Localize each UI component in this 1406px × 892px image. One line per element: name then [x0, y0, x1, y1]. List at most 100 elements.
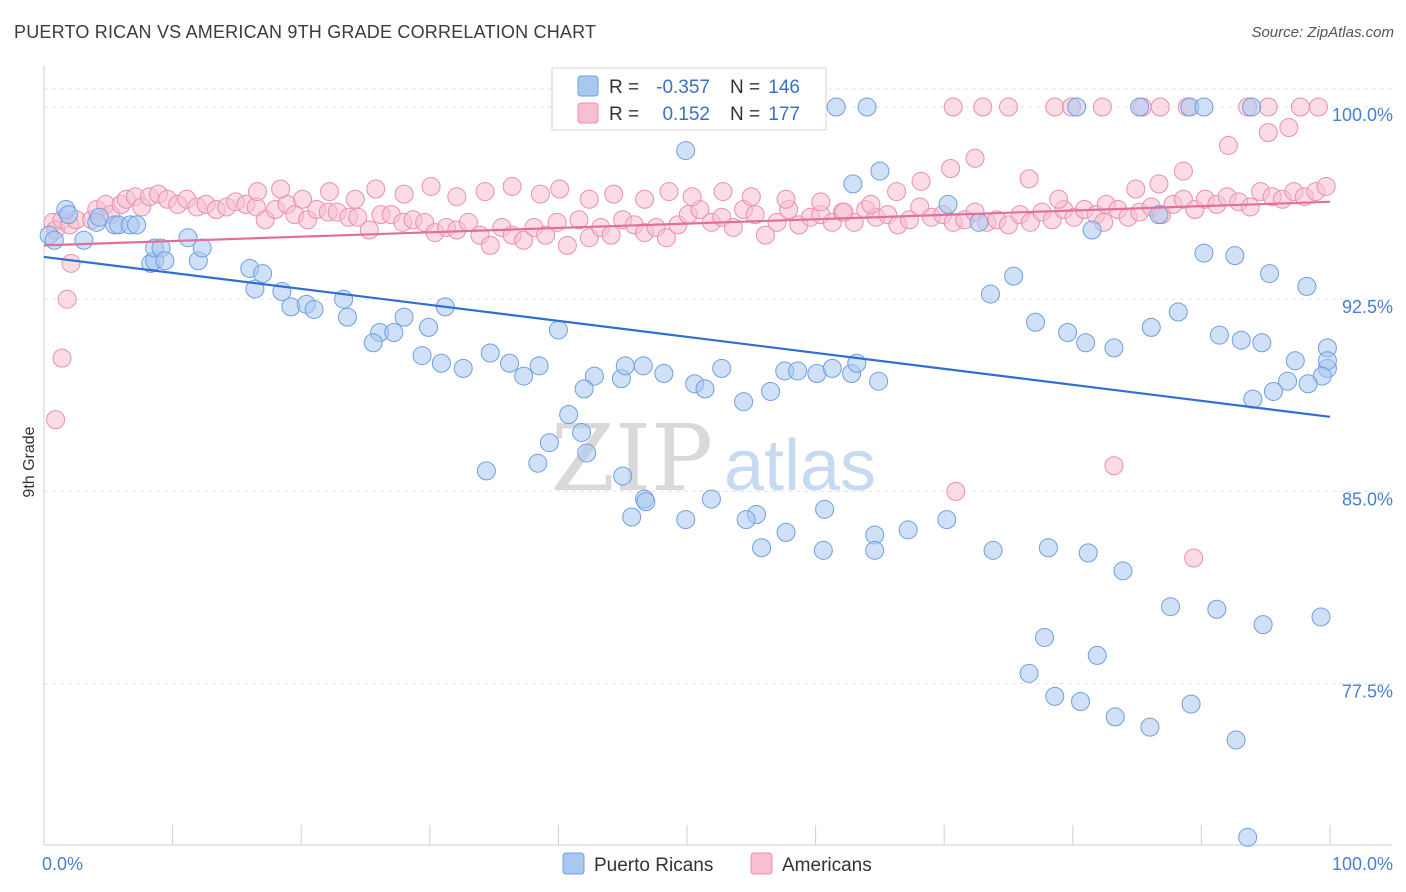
puerto-ricans-point	[813, 540, 833, 560]
puerto-ricans-point	[633, 356, 653, 376]
puerto-ricans-point	[865, 540, 885, 560]
puerto-ricans-point	[528, 453, 548, 473]
puerto-ricans-point	[89, 207, 109, 227]
americans-point	[1150, 97, 1170, 117]
puerto-ricans-point	[1140, 717, 1160, 737]
puerto-ricans-point	[1181, 694, 1201, 714]
stats-legend: R = -0.357 N = 146 R = 0.152 N = 177	[551, 67, 827, 131]
puerto-ricans-point	[529, 356, 549, 376]
puerto-ricans-point	[548, 320, 568, 340]
americans-point	[366, 179, 386, 199]
puerto-ricans-point	[613, 466, 633, 486]
puerto-ricans-point	[480, 343, 500, 363]
axes	[43, 66, 1392, 846]
americans-point	[941, 159, 961, 178]
americans-point	[911, 171, 931, 191]
puerto-ricans-point	[453, 358, 473, 378]
puerto-ricans-point	[695, 379, 715, 399]
puerto-ricans-point	[938, 194, 958, 214]
americans-point	[741, 187, 761, 207]
puerto-ricans-point	[1104, 338, 1124, 358]
puerto-ricans-point	[676, 510, 696, 530]
americans-point	[1279, 118, 1299, 137]
puerto-ricans-point	[857, 97, 877, 117]
puerto-ricans-point	[843, 174, 863, 194]
puerto-ricans-point	[74, 230, 94, 250]
puerto-ricans-point	[1045, 686, 1065, 706]
americans-point	[359, 220, 379, 240]
puerto-ricans-point	[1297, 276, 1317, 296]
stats-legend-blue-swatch	[577, 75, 599, 97]
puerto-ricans-point	[636, 492, 656, 512]
puerto-ricans-point	[1141, 317, 1161, 337]
gridlines	[44, 88, 1392, 685]
puerto-ricans-point	[1225, 246, 1245, 266]
puerto-ricans-point	[1168, 302, 1188, 322]
puerto-ricans-point	[826, 97, 846, 117]
puerto-ricans-point	[1105, 707, 1125, 727]
puerto-ricans-point	[736, 510, 756, 530]
americans-point	[421, 176, 441, 196]
puerto-ricans-point	[572, 422, 592, 442]
stats-n-value-1: 146	[768, 77, 800, 98]
americans-point	[767, 212, 787, 232]
americans-point	[292, 189, 312, 209]
puerto-ricans-point	[761, 381, 781, 401]
puerto-ricans-point	[584, 366, 604, 386]
stats-r-value-2: 0.152	[662, 104, 710, 125]
puerto-ricans-point	[1285, 351, 1305, 371]
puerto-ricans-points	[39, 97, 1337, 847]
americans-point	[345, 189, 365, 209]
puerto-ricans-point	[1209, 325, 1229, 345]
puerto-ricans-point	[1071, 692, 1091, 711]
americans-point	[557, 235, 577, 255]
puerto-ricans-point	[253, 264, 273, 284]
americans-point	[604, 184, 624, 204]
puerto-ricans-point	[734, 392, 754, 412]
americans-point	[61, 253, 81, 273]
americans-point	[271, 179, 291, 199]
americans-point	[1092, 97, 1112, 117]
puerto-ricans-point	[127, 215, 147, 235]
puerto-ricans-point	[1161, 597, 1181, 617]
americans-point	[1258, 123, 1278, 143]
puerto-ricans-point	[969, 212, 989, 232]
watermark-zip: ZIP	[551, 405, 713, 512]
americans-point	[1184, 548, 1204, 568]
puerto-ricans-point	[1076, 333, 1096, 353]
americans-point	[57, 289, 77, 309]
legend-swatch-americans	[750, 852, 773, 875]
americans-point	[946, 481, 966, 501]
puerto-ricans-point	[1035, 627, 1055, 647]
puerto-ricans-point	[776, 522, 796, 542]
stats-n-label-1: N =	[730, 77, 760, 98]
puerto-ricans-point	[1194, 243, 1214, 263]
americans-point	[635, 189, 655, 209]
puerto-ricans-point	[559, 405, 579, 424]
americans-point	[834, 202, 854, 222]
stats-n-value-2: 177	[768, 104, 800, 125]
puerto-ricans-point	[304, 299, 324, 319]
chart-source: Source: ZipAtlas.com	[1251, 24, 1394, 41]
puerto-ricans-point	[1260, 264, 1280, 284]
americans-point	[999, 97, 1018, 117]
puerto-ricans-point	[337, 307, 357, 327]
puerto-ricans-point	[1194, 97, 1214, 117]
americans-point	[1240, 197, 1260, 217]
puerto-ricans-point	[1019, 663, 1039, 683]
puerto-ricans-point	[1067, 97, 1087, 117]
puerto-ricans-point	[577, 443, 597, 463]
puerto-ricans-point	[514, 366, 534, 386]
puerto-ricans-point	[752, 538, 772, 558]
americans-point	[394, 184, 414, 204]
puerto-ricans-point	[983, 540, 1003, 560]
stats-r-label-2: R =	[609, 104, 639, 125]
x-tick-label-max: 100.0%	[1332, 854, 1393, 874]
puerto-ricans-point	[1252, 333, 1272, 353]
americans-point	[943, 97, 963, 117]
americans-point	[965, 148, 985, 168]
watermark-atlas: atlas	[724, 426, 876, 506]
puerto-ricans-point	[1078, 543, 1098, 563]
americans-point	[536, 225, 556, 245]
